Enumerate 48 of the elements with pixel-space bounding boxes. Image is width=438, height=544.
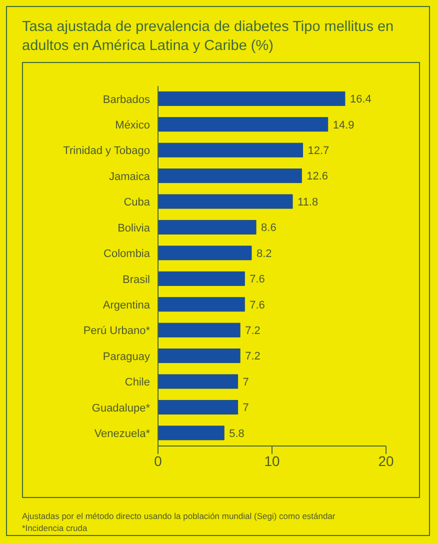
data-label: 11.8	[298, 196, 318, 208]
y-tick-label: Guadalupe*	[92, 402, 151, 414]
data-label: 7	[242, 376, 249, 388]
bar	[158, 400, 238, 414]
y-tick-label: Perú Urbano*	[83, 325, 151, 338]
y-tick-label: Paraguay	[102, 350, 150, 363]
bar	[158, 322, 240, 338]
bar	[158, 91, 346, 106]
bar	[158, 246, 252, 260]
x-tick-label: 0	[154, 452, 162, 469]
bar	[158, 297, 245, 312]
bar	[158, 117, 328, 132]
bar	[158, 348, 240, 364]
y-tick-label: México	[115, 119, 150, 132]
y-tick-label: Brasil	[122, 274, 150, 286]
bar	[158, 142, 304, 158]
data-label: 7.6	[250, 274, 265, 286]
y-tick-label: Argentina	[102, 299, 151, 312]
data-label: 8.6	[261, 222, 276, 234]
data-label: 14.9	[332, 119, 354, 132]
bar	[158, 426, 224, 440]
text: Ajustadas por el método directo usando la población mundial (Segi) como estándar	[22, 510, 336, 522]
y-tick-label: Cuba	[124, 196, 151, 209]
chart-title: Tasa ajustada de prevalencia de diabetes Tipo mellitus en adultos en América Latina y Caribe (%)	[22, 18, 395, 56]
bar	[158, 168, 302, 184]
data-label: 7	[242, 402, 249, 414]
data-label: 8.2	[256, 248, 272, 260]
data-label: 7.6	[250, 299, 265, 312]
data-label: 12.7	[308, 144, 330, 157]
bar	[158, 271, 245, 286]
bar	[158, 374, 238, 389]
data-label: 7.2	[245, 324, 260, 337]
x-tick-label: 20	[378, 452, 394, 469]
x-tick-label: 10	[264, 452, 280, 469]
y-tick-label: Venezuela*	[94, 428, 151, 440]
data-label: 12.6	[306, 170, 328, 183]
y-tick-label: Chile	[124, 376, 150, 389]
y-tick-label: Colombia	[104, 248, 151, 260]
y-tick-label: Bolivia	[118, 222, 151, 234]
data-label: 7.2	[245, 350, 260, 363]
text: *Incidencia cruda	[22, 522, 88, 534]
data-label: 16.4	[350, 94, 372, 106]
bar	[158, 220, 256, 234]
bar	[158, 194, 293, 209]
y-tick-label: Trinidad y Tobago	[63, 145, 150, 158]
y-tick-label: Jamaica	[109, 170, 151, 183]
data-label: 5.8	[229, 428, 244, 440]
y-tick-label: Barbados	[102, 94, 150, 106]
